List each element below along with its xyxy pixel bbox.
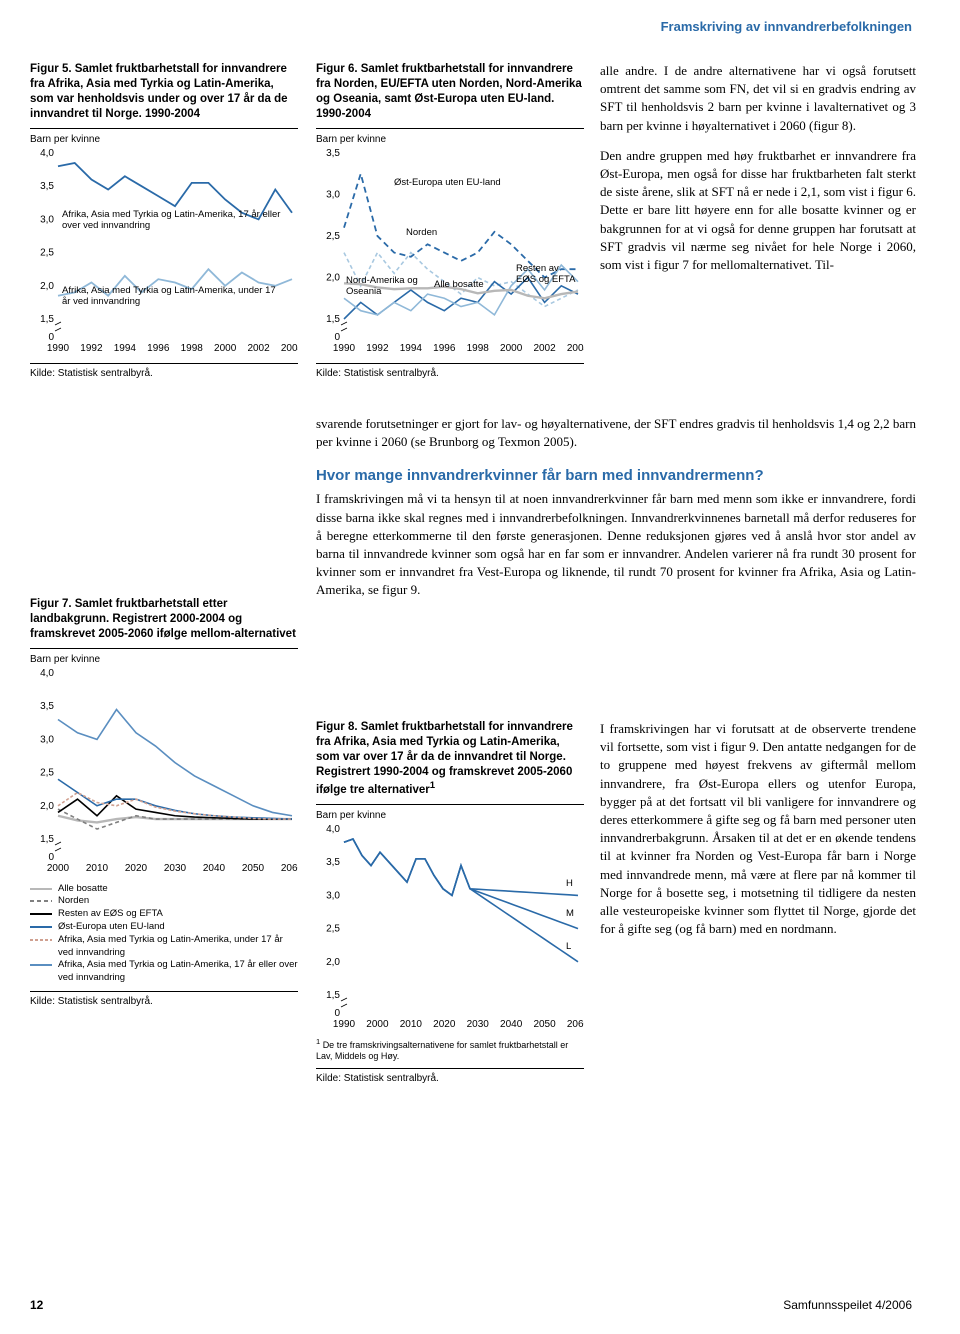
svg-text:0: 0 (334, 1008, 340, 1019)
svg-text:2,0: 2,0 (40, 800, 54, 811)
svg-text:3,0: 3,0 (40, 214, 54, 225)
svg-text:3,0: 3,0 (40, 734, 54, 745)
fig6-ylabel: Barn per kvinne (316, 133, 584, 147)
svg-text:2040: 2040 (500, 1019, 523, 1030)
svg-text:2002: 2002 (533, 343, 556, 354)
svg-text:1,5: 1,5 (326, 314, 340, 325)
svg-text:2020: 2020 (125, 863, 148, 874)
svg-text:3,5: 3,5 (326, 857, 340, 868)
svg-text:2004: 2004 (281, 343, 298, 354)
fig7-legend-item: Resten av EØS og EFTA (30, 908, 298, 921)
svg-text:1,5: 1,5 (40, 314, 54, 325)
fig7-legend-item: Afrika, Asia med Tyrkia og Latin-Amerika… (30, 934, 298, 960)
svg-text:2060: 2060 (281, 863, 298, 874)
svg-text:2030: 2030 (164, 863, 187, 874)
body-right-lower: I framskrivingen har vi forutsatt at de … (600, 720, 916, 938)
body-p4: I framskrivingen har vi forutsatt at de … (600, 720, 916, 938)
svg-text:1990: 1990 (333, 343, 356, 354)
svg-text:3,5: 3,5 (40, 181, 54, 192)
svg-text:2,5: 2,5 (326, 923, 340, 934)
page-number: 12 (30, 1297, 43, 1314)
svg-text:3,5: 3,5 (40, 701, 54, 712)
svg-text:2002: 2002 (247, 343, 270, 354)
fig5-title: Figur 5. Samlet fruktbarhetstall for inn… (30, 62, 298, 122)
fig6-title: Figur 6. Samlet fruktbarhetstall for inn… (316, 62, 584, 122)
svg-text:1,5: 1,5 (326, 990, 340, 1001)
fig5-ylabel: Barn per kvinne (30, 133, 298, 147)
fig8-footnote: De tre framskrivingsalternativene for sa… (316, 1040, 568, 1061)
fig8-kilde: Kilde: Statistisk sentralbyrå. (316, 1068, 584, 1086)
fig7-title: Figur 7. Samlet fruktbarhetstall etter l… (30, 597, 298, 642)
svg-text:1992: 1992 (366, 343, 389, 354)
svg-text:2,5: 2,5 (40, 247, 54, 258)
svg-text:2,0: 2,0 (40, 281, 54, 292)
svg-text:2040: 2040 (203, 863, 226, 874)
svg-text:4,0: 4,0 (40, 668, 54, 679)
svg-text:2000: 2000 (366, 1019, 389, 1030)
svg-text:1990: 1990 (47, 343, 70, 354)
svg-text:2030: 2030 (467, 1019, 490, 1030)
fig6-kilde: Kilde: Statistisk sentralbyrå. (316, 363, 584, 381)
svg-text:2050: 2050 (533, 1019, 556, 1030)
svg-text:2004: 2004 (567, 343, 584, 354)
svg-text:1996: 1996 (433, 343, 456, 354)
svg-text:0: 0 (48, 852, 54, 863)
svg-text:1996: 1996 (147, 343, 170, 354)
fig6-chart: Barn per kvinne 0 1,5 2,0 2,5 3,0 3,5 1990 1992… (316, 128, 584, 381)
fig8-block: Figur 8. Samlet fruktbarhetstall for inn… (316, 720, 584, 1086)
svg-text:1994: 1994 (400, 343, 423, 354)
svg-text:1998: 1998 (181, 343, 204, 354)
svg-text:1990: 1990 (333, 1019, 356, 1030)
svg-text:2000: 2000 (214, 343, 237, 354)
body-span1: svarende forutsetninger er gjort for lav… (316, 415, 916, 600)
fig7-legend-item: Øst-Europa uten EU-land (30, 921, 298, 934)
svg-text:1994: 1994 (114, 343, 137, 354)
body-p3: I framskrivingen må vi ta hensyn til at … (316, 490, 916, 599)
svg-text:4,0: 4,0 (326, 824, 340, 835)
body-p1: alle andre. I de andre alternativene har… (600, 62, 916, 135)
svg-text:2000: 2000 (500, 343, 523, 354)
body-p2b: svarende forutsetninger er gjort for lav… (316, 415, 916, 451)
svg-text:2010: 2010 (86, 863, 109, 874)
svg-text:0: 0 (334, 332, 340, 343)
fig8-title: Figur 8. Samlet fruktbarhetstall for inn… (316, 720, 584, 798)
svg-text:2020: 2020 (433, 1019, 456, 1030)
section-heading: Hvor mange innvandrerkvinner får barn me… (316, 465, 916, 486)
fig5-chart: Barn per kvinne 0 1,5 2,0 2,5 3,0 3,5 4,0 1990 1… (30, 128, 298, 381)
section-header: Framskriving av innvandrerbefolkningen (661, 18, 912, 36)
svg-text:2060: 2060 (567, 1019, 584, 1030)
fig7-ylabel: Barn per kvinne (30, 653, 298, 667)
svg-text:2,5: 2,5 (326, 231, 340, 242)
svg-text:1992: 1992 (80, 343, 103, 354)
journal-name: Samfunnsspeilet 4/2006 (783, 1297, 912, 1314)
svg-text:2000: 2000 (47, 863, 70, 874)
svg-text:1,5: 1,5 (40, 834, 54, 845)
svg-text:4,0: 4,0 (40, 148, 54, 159)
fig7-legend-item: Alle bosatte (30, 883, 298, 896)
svg-text:3,5: 3,5 (326, 148, 340, 159)
body-p2: Den andre gruppen med høy fruktbarhet er… (600, 147, 916, 274)
fig5-kilde: Kilde: Statistisk sentralbyrå. (30, 363, 298, 381)
svg-text:2,0: 2,0 (326, 272, 340, 283)
svg-text:2050: 2050 (242, 863, 265, 874)
fig7-legend-item: Afrika, Asia med Tyrkia og Latin-Amerika… (30, 959, 298, 985)
fig7-kilde: Kilde: Statistisk sentralbyrå. (30, 991, 298, 1009)
fig7-chart: Barn per kvinne 0 1,5 2,0 2,5 3,0 3,5 4,0 2000 2… (30, 648, 298, 1010)
body-right: alle andre. I de andre alternativene har… (600, 62, 916, 274)
svg-text:3,0: 3,0 (326, 890, 340, 901)
svg-text:0: 0 (48, 332, 54, 343)
svg-text:2,5: 2,5 (40, 767, 54, 778)
svg-text:2010: 2010 (400, 1019, 423, 1030)
svg-text:2,0: 2,0 (326, 956, 340, 967)
svg-text:3,0: 3,0 (326, 189, 340, 200)
fig7-legend-item: Norden (30, 895, 298, 908)
fig8-ylabel: Barn per kvinne (316, 809, 584, 823)
fig8-chart: Barn per kvinne 0 1,5 2,0 2,5 3,0 3,5 4,0 1990 2… (316, 804, 584, 1087)
svg-text:1998: 1998 (467, 343, 490, 354)
